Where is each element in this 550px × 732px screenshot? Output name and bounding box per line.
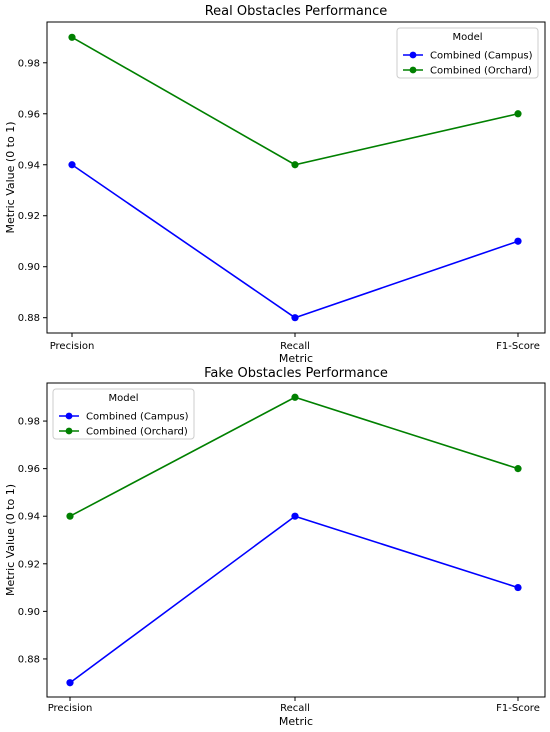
data-point-series-2 [68, 33, 76, 41]
y-axis-label: Metric Value (0 to 1) [4, 121, 17, 233]
legend-title: Model [452, 32, 482, 43]
y-tick-label: 0.96 [18, 464, 40, 475]
data-point-series-2 [514, 110, 522, 118]
y-tick-label: 0.90 [18, 607, 40, 618]
legend-swatch-marker [65, 412, 73, 420]
x-tick-label: Precision [48, 703, 93, 714]
y-tick-label: 0.90 [18, 262, 40, 273]
chart-panel-2: Fake Obstacles Performance 0.88 0.90 0.92 0.… [4, 366, 546, 728]
plot-area-frame [46, 382, 546, 698]
legend-entry-label: Combined (Orchard) [86, 427, 188, 438]
legend-swatch-marker [65, 427, 73, 435]
x-tick-label: F1-Score [496, 703, 540, 714]
chart-title: Real Obstacles Performance [205, 4, 388, 19]
data-point-series-1 [514, 583, 522, 592]
legend-entry-label: Combined (Orchard) [430, 66, 532, 77]
data-point-series-2 [66, 512, 74, 520]
series-line-1 [69, 515, 519, 684]
legend: Model Combined (Campus) Combined (Orchard) [52, 388, 195, 440]
legend-swatch-marker [409, 51, 417, 59]
legend-box [52, 388, 195, 440]
y-tick-label: 0.88 [18, 654, 40, 665]
legend: Model Combined (Campus) Combined (Orchard) [396, 27, 539, 79]
y-tick-label: 0.88 [18, 313, 40, 324]
y-tick-label: 0.92 [18, 559, 40, 570]
y-axis-label: Metric Value (0 to 1) [4, 484, 17, 596]
data-point-series-1 [68, 161, 76, 169]
y-tick-label: 0.98 [18, 58, 40, 69]
data-point-series-2 [514, 465, 522, 473]
x-tick-label: Precision [50, 341, 95, 352]
series-line-1 [71, 164, 519, 319]
y-tick-label: 0.92 [18, 211, 40, 222]
data-point-series-1 [291, 512, 299, 520]
x-tick-label: F1-Score [496, 341, 540, 352]
legend-swatch-marker [409, 66, 417, 74]
legend-entry-label: Combined (Campus) [86, 412, 189, 423]
legend-title: Model [108, 393, 138, 404]
y-tick-label: 0.94 [18, 160, 40, 171]
x-tick-label: Recall [280, 703, 310, 714]
y-tick-label: 0.98 [18, 417, 40, 428]
x-axis-label: Metric [279, 352, 313, 365]
legend-entry-label: Combined (Campus) [430, 51, 533, 62]
y-tick-label: 0.96 [18, 109, 40, 120]
x-axis-label: Metric [279, 715, 313, 728]
data-point-series-2 [291, 393, 299, 401]
data-point-series-1 [291, 314, 299, 322]
chart-panel-1: Real Obstacles Performance 0.88 0.90 0.92 0.… [4, 4, 546, 365]
data-point-series-1 [66, 679, 74, 687]
plot-area-frame [46, 21, 546, 334]
x-tick-label: Recall [280, 341, 310, 352]
y-tick-label: 0.94 [18, 512, 40, 523]
chart-title: Fake Obstacles Performance [204, 366, 388, 381]
data-point-series-2 [291, 161, 299, 169]
legend-box [396, 27, 539, 79]
data-point-series-1 [514, 237, 522, 245]
